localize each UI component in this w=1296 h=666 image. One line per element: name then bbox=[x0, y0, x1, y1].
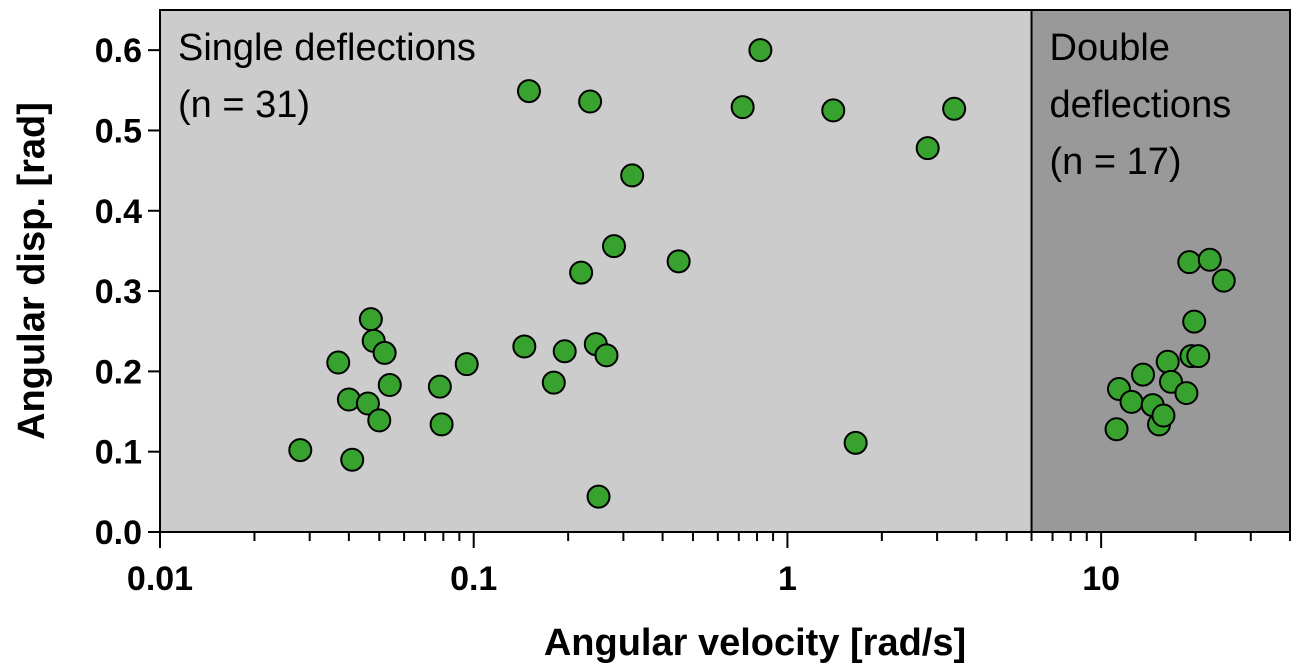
data-point-47 bbox=[1213, 270, 1235, 292]
y-tick-label: 0.2 bbox=[95, 353, 142, 391]
data-point-19 bbox=[579, 91, 601, 113]
region-1-label-line-2: (n = 31) bbox=[178, 84, 310, 126]
data-point-16 bbox=[543, 372, 565, 394]
y-tick-label: 0.5 bbox=[95, 112, 142, 150]
y-tick-label: 0.6 bbox=[95, 32, 142, 70]
y-tick-label: 0.0 bbox=[95, 514, 142, 552]
x-axis: 0.01 0.1 1 10 bbox=[127, 532, 1290, 598]
region-1-label-line-1: Single deflections bbox=[178, 27, 476, 69]
data-point-10 bbox=[379, 374, 401, 396]
data-point-38 bbox=[1152, 405, 1174, 427]
data-point-2 bbox=[327, 352, 349, 374]
data-point-31 bbox=[943, 98, 965, 120]
data-point-8 bbox=[368, 409, 390, 431]
y-axis-title: Angular disp. [rad] bbox=[11, 102, 53, 440]
data-point-27 bbox=[749, 39, 771, 61]
data-point-42 bbox=[1178, 251, 1200, 273]
x-axis-title: Angular velocity [rad/s] bbox=[544, 622, 966, 664]
data-point-32 bbox=[1106, 418, 1128, 440]
data-point-6 bbox=[360, 308, 382, 330]
data-point-22 bbox=[595, 344, 617, 366]
y-tick-label: 0.4 bbox=[95, 193, 142, 231]
data-point-26 bbox=[732, 96, 754, 118]
region-2-label-line-1: Double bbox=[1050, 27, 1170, 69]
data-point-28 bbox=[822, 99, 844, 121]
data-point-34 bbox=[1121, 391, 1143, 413]
data-point-46 bbox=[1199, 249, 1221, 271]
data-point-13 bbox=[456, 353, 478, 375]
region-2-label-line-3: (n = 17) bbox=[1050, 141, 1182, 183]
x-tick-label: 0.01 bbox=[127, 560, 193, 598]
data-point-12 bbox=[431, 413, 453, 435]
data-point-25 bbox=[668, 250, 690, 272]
data-point-15 bbox=[518, 80, 540, 102]
x-tick-label: 1 bbox=[778, 560, 797, 598]
data-point-35 bbox=[1132, 364, 1154, 386]
data-point-45 bbox=[1187, 345, 1209, 367]
x-tick-label: 0.1 bbox=[450, 560, 497, 598]
data-point-23 bbox=[603, 235, 625, 257]
x-tick-label: 10 bbox=[1082, 560, 1120, 598]
region-2-label-line-2: deflections bbox=[1050, 84, 1232, 126]
data-point-9 bbox=[374, 342, 396, 364]
y-tick-label: 0.1 bbox=[95, 434, 142, 472]
data-point-21 bbox=[588, 486, 610, 508]
data-point-30 bbox=[917, 137, 939, 159]
data-point-24 bbox=[621, 164, 643, 186]
data-point-4 bbox=[341, 449, 363, 471]
y-axis: 0.0 0.1 0.2 0.3 0.4 0.5 0.6 bbox=[95, 32, 160, 552]
data-point-14 bbox=[513, 335, 535, 357]
data-point-29 bbox=[845, 432, 867, 454]
data-point-17 bbox=[554, 340, 576, 362]
y-tick-label: 0.3 bbox=[95, 273, 142, 311]
data-point-1 bbox=[289, 439, 311, 461]
data-point-11 bbox=[429, 376, 451, 398]
data-point-39 bbox=[1157, 351, 1179, 373]
data-point-44 bbox=[1183, 311, 1205, 333]
data-point-41 bbox=[1175, 382, 1197, 404]
data-point-18 bbox=[570, 262, 592, 284]
